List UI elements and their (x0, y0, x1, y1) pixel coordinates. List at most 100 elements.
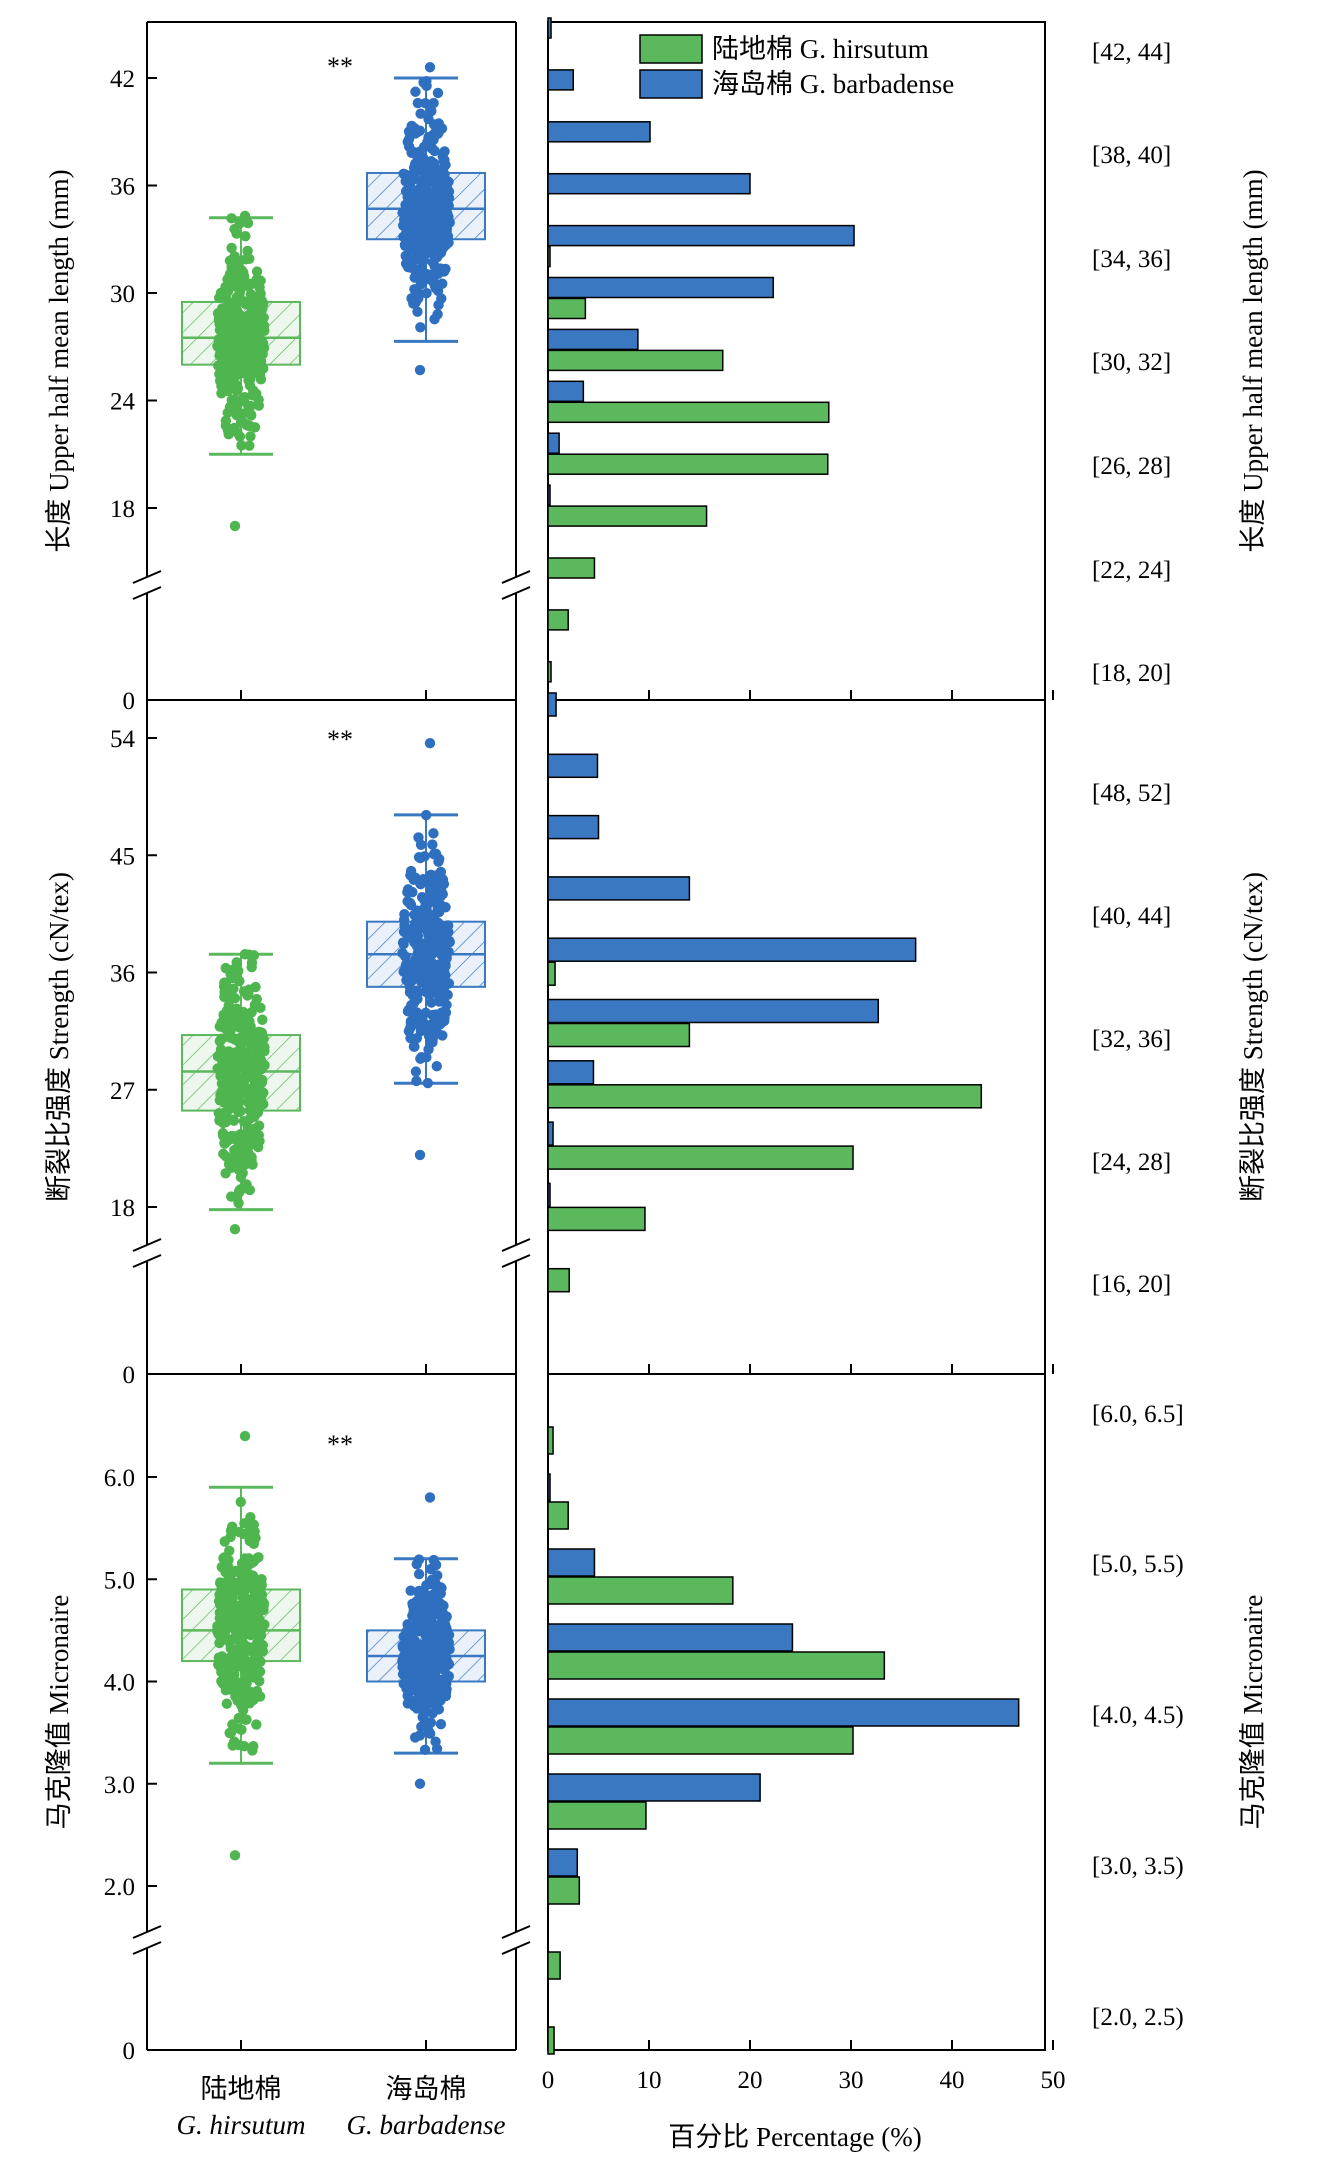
data-point (233, 1695, 245, 1706)
axis-break-mark (501, 586, 531, 600)
bin-label: [2.0, 2.5) (1092, 2004, 1184, 2031)
bin-label: [4.0, 4.5) (1092, 1702, 1184, 1729)
bar-barbadense (547, 1121, 554, 1146)
data-point (217, 1589, 229, 1600)
data-point (240, 1615, 251, 1627)
data-point (246, 961, 257, 973)
y-tick-label: 54 (110, 726, 136, 753)
data-point (213, 360, 224, 371)
legend: 陆地棉 G. hirsutum 海岛棉 G. barbadense (639, 34, 954, 99)
data-point (240, 1667, 252, 1678)
y-tick-label: 0 (123, 2038, 136, 2065)
bar-barbadense (547, 1182, 551, 1208)
data-point (409, 1635, 420, 1646)
data-point (226, 242, 237, 254)
y-tick-label: 18 (110, 1195, 135, 1222)
data-point (431, 1595, 443, 1606)
data-point (233, 1712, 244, 1724)
data-point (437, 242, 449, 253)
bar-barbadense (547, 121, 651, 143)
bin-label: [18, 20] (1092, 660, 1171, 687)
bar-hirsutum (547, 1426, 554, 1455)
data-point (402, 176, 413, 187)
data-point (407, 886, 418, 898)
data-point (225, 1727, 237, 1738)
data-point (219, 1133, 230, 1144)
data-point (434, 218, 446, 229)
data-point (239, 1625, 250, 1636)
data-point (437, 1623, 448, 1634)
data-point (423, 1044, 434, 1055)
bar-barbadense (547, 937, 917, 962)
data-point-max (424, 738, 436, 749)
bar-barbadense (547, 753, 599, 779)
y-tick-label: 3.0 (104, 1772, 135, 1799)
data-point (248, 308, 260, 320)
data-point (412, 306, 423, 317)
data-point (423, 1726, 435, 1738)
data-point (223, 337, 234, 348)
data-point (400, 258, 412, 269)
percentage-axis-title: 百分比 Percentage (%) (668, 2122, 921, 2152)
data-point (225, 359, 236, 370)
data-point (422, 225, 433, 236)
data-point (430, 1559, 442, 1571)
bar-barbadense (547, 380, 585, 403)
data-point-min (229, 1223, 241, 1235)
data-point (415, 322, 426, 333)
data-point (411, 1559, 422, 1570)
data-point (237, 1569, 248, 1580)
data-point (239, 391, 250, 403)
data-point (253, 1552, 264, 1563)
bar-hirsutum (547, 1145, 854, 1170)
y-tick-label: 0 (123, 1362, 136, 1389)
data-point (215, 1577, 226, 1588)
data-point (244, 253, 255, 265)
data-point (239, 1062, 251, 1073)
bin-label: [48, 52] (1092, 780, 1171, 807)
bar-barbadense (547, 1548, 596, 1577)
pct-tick-label: 10 (637, 2067, 662, 2094)
data-point (401, 1683, 412, 1694)
data-point (233, 1723, 245, 1734)
data-point (429, 163, 441, 174)
data-point (238, 267, 249, 278)
data-point (245, 1139, 256, 1150)
axis-break-mark (501, 1941, 531, 1955)
data-point (411, 1619, 423, 1631)
data-point (440, 978, 451, 989)
bin-label: [6.0, 6.5] (1092, 1401, 1184, 1428)
bar-hirsutum (547, 245, 551, 268)
data-point (240, 276, 251, 288)
data-point (223, 428, 234, 440)
data-point (412, 993, 423, 1005)
bar-barbadense (547, 484, 551, 506)
bar-barbadense (547, 1773, 761, 1802)
data-point (420, 809, 432, 821)
group-label-barbadense-latin: G. barbadense (347, 2110, 506, 2140)
data-point (417, 1587, 429, 1598)
data-point (230, 368, 241, 380)
data-point (213, 1108, 224, 1119)
group-label-hirsutum-latin: G. hirsutum (176, 2110, 305, 2140)
bar-hirsutum (547, 349, 724, 372)
data-point (234, 431, 246, 442)
data-point (412, 97, 424, 109)
data-point (225, 1525, 237, 1536)
data-point (397, 1655, 409, 1667)
data-point (401, 1629, 412, 1641)
data-point (411, 1032, 423, 1044)
data-point-min (414, 1149, 426, 1161)
bar-hirsutum (547, 1801, 647, 1830)
axis-break-mark (501, 1254, 531, 1268)
data-point (407, 1598, 418, 1609)
data-point (219, 977, 230, 988)
data-point (407, 146, 418, 157)
y-axis-title: 长度 Upper half mean length (mm) (44, 169, 74, 552)
panel-upper_half_mean_length: 42 36 30 24 18 0 长度 Upper half mean length (mm… (44, 17, 1268, 715)
axis-break-mark (132, 586, 162, 600)
data-point (220, 1052, 231, 1064)
data-point (214, 324, 226, 336)
data-point (403, 134, 415, 145)
data-point (223, 346, 234, 357)
